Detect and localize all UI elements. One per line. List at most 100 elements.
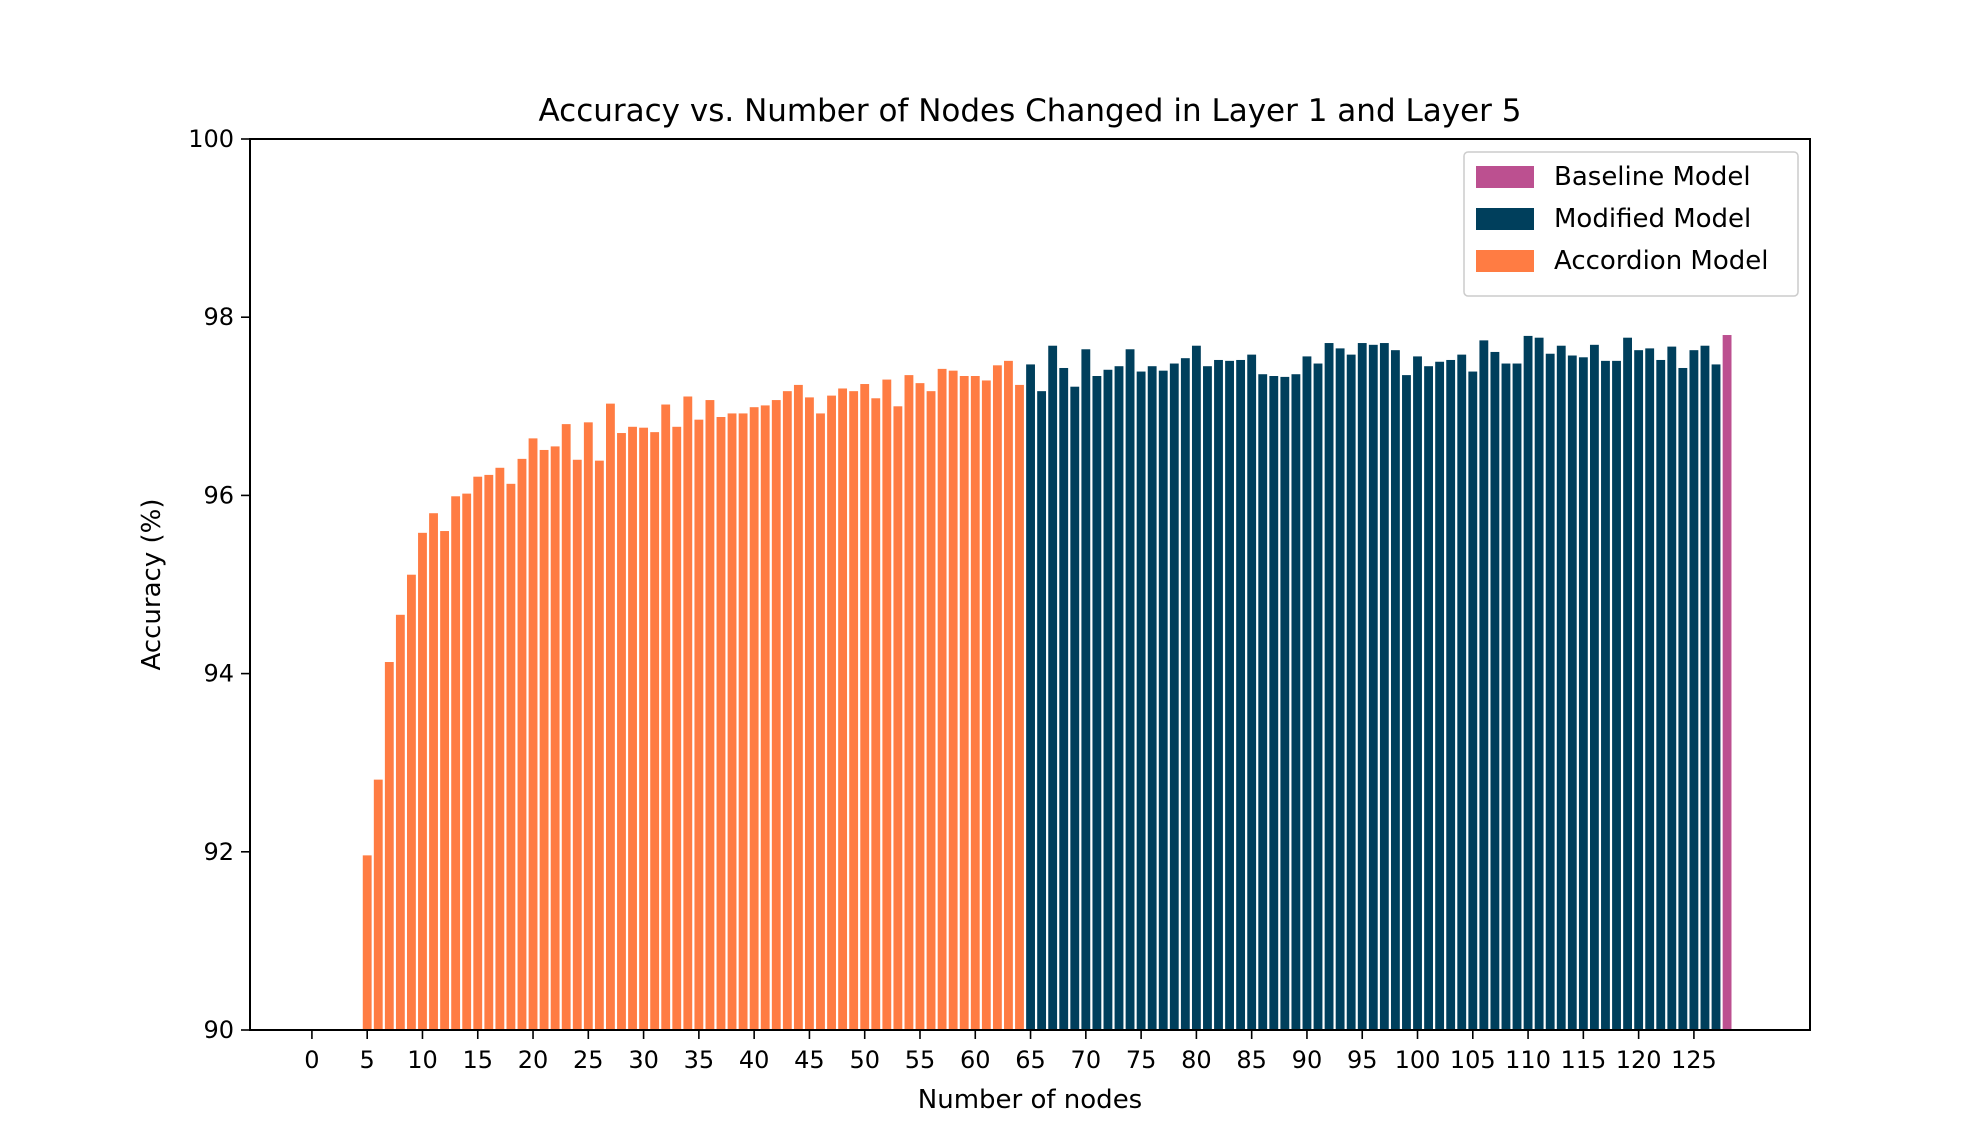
modified-model-bar bbox=[1335, 348, 1345, 1030]
accordion-model-bar bbox=[362, 855, 372, 1030]
accordion-model-bar bbox=[1004, 360, 1013, 1030]
x-tick-label: 125 bbox=[1671, 1046, 1717, 1074]
accordion-model-bar bbox=[749, 407, 759, 1030]
accordion-model-bar bbox=[406, 574, 416, 1030]
legend-label-baseline-model: Baseline Model bbox=[1554, 162, 1751, 192]
accordion-model-bar bbox=[639, 427, 649, 1031]
accordion-model-bar bbox=[959, 376, 969, 1031]
x-tick-label: 30 bbox=[628, 1046, 659, 1074]
modified-model-bar bbox=[1357, 343, 1367, 1030]
legend: Baseline Model Modified Model Accordion Mo… bbox=[1463, 151, 1799, 297]
legend-label-modified-model: Modified Model bbox=[1554, 204, 1751, 234]
x-axis-label: Number of nodes bbox=[918, 1085, 1142, 1115]
accordion-model-bar bbox=[373, 779, 383, 1030]
x-tick-label: 0 bbox=[304, 1046, 319, 1074]
modified-model-bar bbox=[1026, 364, 1035, 1031]
modified-model-bar bbox=[1457, 354, 1467, 1030]
modified-model-bar bbox=[1125, 349, 1135, 1030]
y-tick-label: 94 bbox=[203, 660, 234, 688]
modified-model-bar bbox=[1534, 337, 1544, 1030]
accordion-model-bar bbox=[860, 384, 870, 1030]
accordion-model-bar bbox=[694, 419, 704, 1030]
modified-model-bar bbox=[1545, 353, 1555, 1031]
modified-model-bar bbox=[1667, 346, 1677, 1030]
accordion-model-bar bbox=[727, 413, 737, 1031]
modified-model-bar bbox=[1601, 360, 1610, 1030]
x-tick-label: 100 bbox=[1395, 1046, 1441, 1074]
modified-model-bar bbox=[1368, 344, 1378, 1030]
modified-model-bar bbox=[1479, 340, 1489, 1031]
modified-model-bar bbox=[1114, 366, 1124, 1031]
accordion-model-bar bbox=[683, 396, 693, 1030]
x-tick-label: 60 bbox=[960, 1046, 991, 1074]
accordion-model-bar bbox=[1015, 384, 1024, 1030]
modified-model-bar bbox=[1689, 350, 1699, 1030]
accordion-model-bar bbox=[716, 416, 726, 1030]
modified-model-bar bbox=[1048, 345, 1058, 1030]
x-tick-label: 50 bbox=[849, 1046, 880, 1074]
bars-layer bbox=[362, 335, 1732, 1031]
x-tick-label: 20 bbox=[518, 1046, 549, 1074]
modified-model-bar bbox=[1180, 358, 1190, 1030]
accordion-model-bar bbox=[904, 375, 914, 1030]
modified-model-bar bbox=[1700, 345, 1710, 1030]
accordion-model-bar bbox=[517, 458, 527, 1030]
modified-model-bar bbox=[1512, 363, 1522, 1031]
modified-model-bar bbox=[1424, 366, 1433, 1031]
accordion-model-bar bbox=[451, 496, 461, 1030]
accordion-model-bar bbox=[827, 395, 836, 1030]
modified-model-bar bbox=[1214, 359, 1223, 1030]
accordion-model-bar bbox=[926, 391, 936, 1030]
x-tick-label: 75 bbox=[1126, 1046, 1157, 1074]
modified-model-bar bbox=[1413, 356, 1422, 1030]
modified-model-bar bbox=[1567, 355, 1577, 1030]
modified-model-bar bbox=[1589, 344, 1599, 1030]
modified-model-bar bbox=[1247, 354, 1257, 1030]
y-axis-label: Accuracy (%) bbox=[137, 499, 167, 671]
modified-model-bar bbox=[1645, 348, 1655, 1030]
modified-model-bar bbox=[1656, 359, 1666, 1030]
legend-swatch-accordion-model bbox=[1476, 250, 1534, 272]
y-tick-label: 92 bbox=[203, 838, 234, 866]
modified-model-bar bbox=[1379, 343, 1389, 1030]
x-tick-label: 35 bbox=[684, 1046, 715, 1074]
accordion-model-bar bbox=[550, 446, 560, 1030]
modified-model-bar bbox=[1158, 370, 1168, 1030]
modified-model-bar bbox=[1402, 375, 1411, 1030]
modified-model-bar bbox=[1578, 357, 1588, 1030]
modified-model-bar bbox=[1147, 366, 1157, 1031]
modified-model-bar bbox=[1169, 363, 1179, 1031]
accordion-model-bar bbox=[473, 476, 483, 1031]
accordion-model-bar bbox=[594, 460, 604, 1030]
accordion-model-bar bbox=[738, 413, 748, 1031]
accordion-model-bar bbox=[462, 493, 472, 1030]
x-tick-label: 95 bbox=[1347, 1046, 1378, 1074]
modified-model-bar bbox=[1435, 361, 1445, 1030]
modified-model-bar bbox=[1269, 376, 1279, 1031]
modified-model-bar bbox=[1070, 386, 1080, 1030]
modified-model-bar bbox=[1092, 376, 1102, 1031]
legend-label-accordion-model: Accordion Model bbox=[1554, 246, 1769, 276]
accordion-model-bar bbox=[484, 474, 494, 1031]
accordion-model-bar bbox=[495, 467, 505, 1030]
modified-model-bar bbox=[1490, 351, 1500, 1031]
modified-model-bar bbox=[1280, 376, 1290, 1031]
modified-model-bar bbox=[1302, 356, 1312, 1030]
accordion-model-bar bbox=[992, 365, 1002, 1031]
accordion-model-bar bbox=[838, 388, 848, 1031]
accordion-model-bar bbox=[937, 368, 947, 1030]
legend-items: Baseline Model Modified Model Accordion Mo… bbox=[1476, 162, 1769, 276]
modified-model-bar bbox=[1136, 371, 1146, 1030]
x-tick-label: 115 bbox=[1560, 1046, 1606, 1074]
modified-model-bar bbox=[1523, 335, 1533, 1030]
accordion-model-bar bbox=[572, 459, 582, 1030]
accordion-model-bar bbox=[771, 400, 781, 1030]
accordion-model-bar bbox=[981, 380, 991, 1030]
modified-model-bar bbox=[1081, 349, 1091, 1030]
modified-model-bar bbox=[1612, 360, 1621, 1030]
accordion-model-bar bbox=[849, 391, 859, 1030]
modified-model-bar bbox=[1390, 350, 1400, 1030]
x-tick-label: 15 bbox=[462, 1046, 493, 1074]
modified-model-bar bbox=[1225, 360, 1234, 1030]
chart-title: Accuracy vs. Number of Nodes Changed in … bbox=[539, 93, 1522, 129]
